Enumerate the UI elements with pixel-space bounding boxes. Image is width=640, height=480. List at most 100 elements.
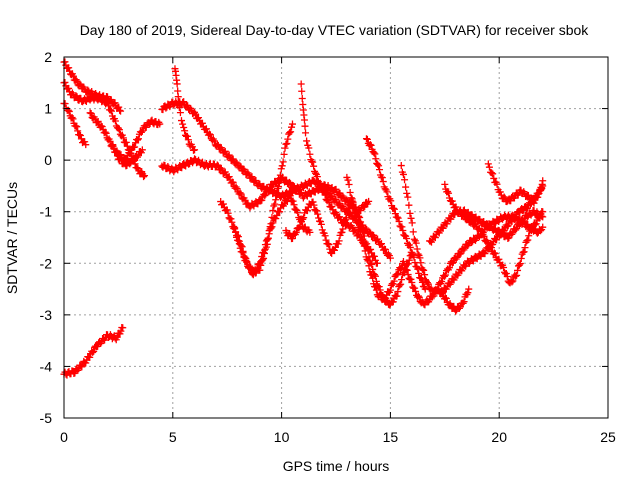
data-point [279,158,287,166]
data-point [289,197,297,205]
data-point [384,250,392,258]
data-point [488,169,496,177]
data-point [65,84,73,92]
data-point [180,124,188,132]
data-point [528,227,536,235]
data-point [386,254,394,262]
data-point [472,220,480,228]
data-point [111,99,119,107]
data-point [224,209,232,217]
data-point [513,271,521,279]
data-point [405,201,413,209]
data-point [134,135,142,143]
data-point [405,256,413,264]
y-tick-label: 2 [44,49,52,65]
data-point [339,225,347,233]
data-point [268,213,276,221]
data-point [76,132,84,140]
data-point [205,130,213,138]
data-point [360,203,368,211]
data-point [238,243,246,251]
data-point [305,144,313,152]
data-point [496,188,504,196]
data-point [113,148,121,156]
data-point [350,204,358,212]
data-point [237,190,245,198]
data-point [225,173,233,181]
data-point [61,100,69,108]
y-tick-label: -3 [40,307,53,323]
data-point [236,189,244,197]
data-point [335,237,343,245]
data-point [176,109,184,117]
data-point [332,196,340,204]
data-point [104,98,112,106]
data-point [90,347,98,355]
data-point [236,162,244,170]
data-point [258,196,266,204]
data-point [273,189,281,197]
data-point [141,172,149,180]
data-point [362,135,370,143]
series-arc10 [217,192,314,279]
data-point [420,266,428,274]
data-point [134,136,141,144]
data-point [414,292,422,300]
data-point [523,213,531,221]
data-point [234,233,242,241]
series-arc1 [60,58,125,115]
data-point [352,209,360,217]
data-point [301,122,309,130]
data-point [263,240,271,248]
y-tick-label: -1 [40,204,53,220]
data-point [310,201,318,209]
data-point [404,271,412,279]
x-tick-label: 20 [491,429,507,445]
data-point [256,266,264,274]
data-point [295,224,303,232]
data-point [480,232,488,240]
data-point [235,237,243,245]
data-point [97,122,105,130]
data-point [278,162,286,170]
data-point [421,271,429,279]
series-arc11 [230,120,296,277]
series-arc4 [60,323,127,379]
data-point [247,264,255,272]
data-point [406,243,414,251]
data-point [237,242,245,250]
data-point [284,135,292,143]
data-point [393,292,401,300]
chart-title: Day 180 of 2019, Sidereal Day-to-day VTE… [80,22,590,38]
data-point [395,218,403,226]
data-point [364,257,372,265]
data-point [374,160,382,168]
data-point [373,259,381,267]
data-point [413,245,421,253]
data-point [72,92,80,100]
data-point [106,106,114,114]
data-point [372,155,380,163]
data-point [374,235,382,243]
data-point [516,221,524,229]
data-point [397,265,405,273]
data-point [403,266,411,274]
data-point [262,190,270,198]
series-arc19 [441,180,547,287]
data-point [438,277,446,285]
data-point [288,235,296,243]
series-arc20 [484,160,547,207]
data-point [344,208,352,216]
data-point [397,162,405,170]
data-point [410,253,418,261]
data-point [366,140,374,148]
data-point [511,213,519,221]
data-point [448,259,456,267]
data-point [275,179,283,187]
data-point [484,238,492,246]
data-point [504,222,512,230]
data-point [371,283,379,291]
data-point [223,206,231,214]
data-point [298,94,306,102]
data-point [115,103,123,111]
